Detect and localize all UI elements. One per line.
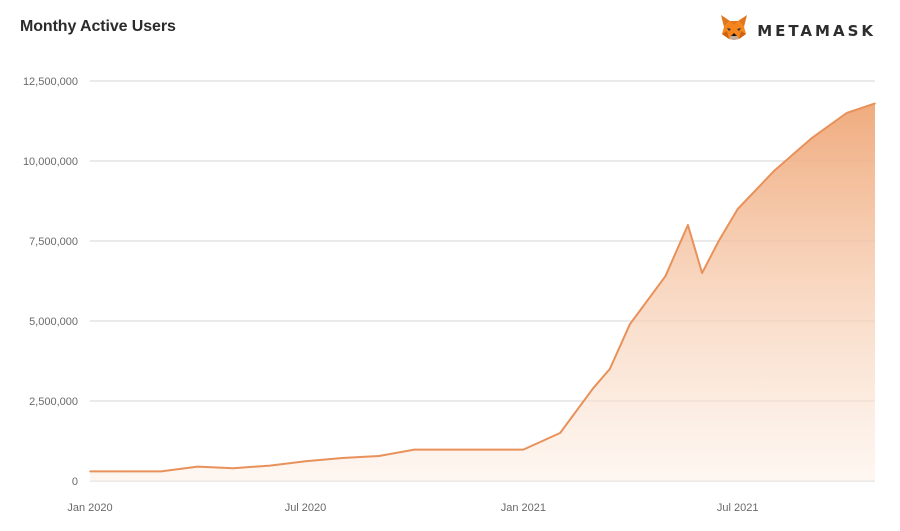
data-point	[269, 464, 271, 467]
data-point	[341, 457, 343, 459]
data-point	[196, 465, 199, 468]
chart-title: Monthy Active Users	[20, 18, 176, 35]
data-point	[717, 240, 720, 242]
y-tick-label: 7,500,000	[29, 236, 78, 248]
data-point	[450, 448, 452, 451]
y-tick-label: 5,000,000	[29, 316, 78, 328]
y-tick-label: 10,000,000	[23, 156, 78, 168]
metamask-wordmark: METAMASK	[757, 21, 876, 40]
metamask-fox-icon	[719, 14, 749, 47]
data-point	[559, 432, 561, 434]
data-point	[701, 272, 703, 274]
data-point	[485, 448, 488, 451]
x-tick-label: Jul 2021	[717, 502, 759, 514]
y-tick-label: 2,500,000	[29, 396, 78, 408]
data-point	[413, 448, 416, 451]
data-point	[773, 169, 776, 172]
x-tick-label: Jan 2020	[67, 502, 112, 514]
data-point	[629, 323, 631, 326]
data-point	[608, 368, 611, 370]
data-point	[125, 470, 128, 473]
data-point	[232, 467, 235, 470]
data-point	[664, 275, 667, 278]
data-point	[522, 448, 525, 451]
y-tick-label: 0	[72, 476, 78, 488]
data-point	[687, 224, 689, 226]
data-point	[378, 455, 380, 457]
data-point	[304, 460, 307, 462]
data-point	[874, 102, 876, 105]
series-line	[90, 102, 876, 473]
data-point	[592, 387, 595, 390]
x-tick-label: Jul 2020	[285, 502, 327, 514]
y-tick-label: 12,500,000	[23, 76, 78, 88]
data-point	[160, 470, 162, 473]
metamask-brand: METAMASK	[719, 14, 876, 47]
data-point	[89, 470, 91, 473]
data-point	[845, 112, 848, 114]
data-point	[810, 137, 812, 140]
x-tick-label: Jan 2021	[501, 502, 546, 514]
data-point	[736, 208, 739, 210]
series-area-fill	[90, 103, 875, 482]
